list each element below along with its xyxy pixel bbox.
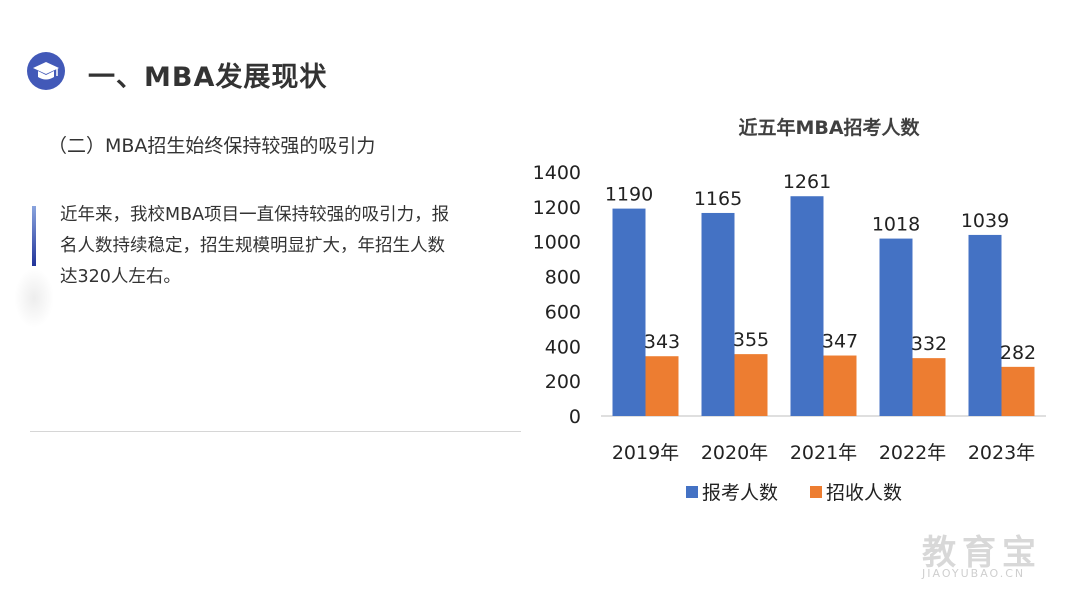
y-tick-label: 600 [545,301,581,323]
bar-admitted [1001,366,1035,416]
decorative-shadow [14,268,54,328]
x-tick-label: 2020年 [701,442,768,464]
bar-applicants [701,212,735,416]
bar-applicants [612,208,646,416]
data-label-admitted: 282 [1000,342,1036,364]
x-tick-label: 2021年 [790,442,857,464]
x-tick-label: 2022年 [879,442,946,464]
body-paragraph: 近年来，我校MBA项目一直保持较强的吸引力，报 名人数持续稳定，招生规模明显扩大… [60,200,480,293]
y-tick-label: 400 [545,336,581,358]
y-tick-label: 1200 [533,197,581,219]
data-label-admitted: 343 [644,331,680,353]
divider [30,431,521,432]
bar-admitted [734,354,768,416]
legend-label: 报考人数 [702,482,778,504]
paragraph-line: 名人数持续稳定，招生规模明显扩大，年招生人数 [60,236,445,256]
watermark-url: JIAOYUBAO.CN [922,567,1026,580]
y-tick-label: 0 [569,406,581,428]
x-tick-label: 2019年 [612,442,679,464]
y-tick-label: 1000 [533,232,581,254]
watermark-logo: 教育宝 [922,533,1042,573]
data-label-admitted: 347 [822,331,858,353]
paragraph-line: 达320人左右。 [60,267,181,287]
x-tick-label: 2023年 [968,442,1035,464]
bar-admitted [823,355,857,416]
data-label-applicants: 1039 [961,210,1009,232]
legend-swatch [810,486,822,498]
data-label-applicants: 1018 [872,214,920,236]
bar-admitted [912,358,946,416]
y-tick-label: 1400 [533,162,581,184]
data-label-applicants: 1261 [783,171,831,193]
bar-admitted [645,356,679,416]
y-tick-label: 800 [545,267,581,289]
legend-label: 招收人数 [826,482,902,504]
data-label-admitted: 355 [733,329,769,351]
data-label-admitted: 332 [911,333,947,355]
bar-applicants [879,238,913,416]
legend-swatch [686,486,698,498]
data-label-applicants: 1165 [694,188,742,210]
page-title: 一、MBA发展现状 [88,62,328,93]
chart-title: 近五年MBA招考人数 [738,116,920,139]
bar-applicants [968,234,1002,416]
data-label-applicants: 1190 [605,184,653,206]
paragraph-line: 近年来，我校MBA项目一直保持较强的吸引力，报 [60,205,450,225]
bar-applicants [790,196,824,416]
section-subtitle: （二）MBA招生始终保持较强的吸引力 [48,135,376,157]
graduation-cap-icon [27,52,65,90]
bar-chart: 近五年MBA招考人数 0 200 400 600 800 1000 1200 1400 1190 3… [533,116,1046,504]
accent-bar [32,206,36,266]
y-tick-label: 200 [545,371,581,393]
